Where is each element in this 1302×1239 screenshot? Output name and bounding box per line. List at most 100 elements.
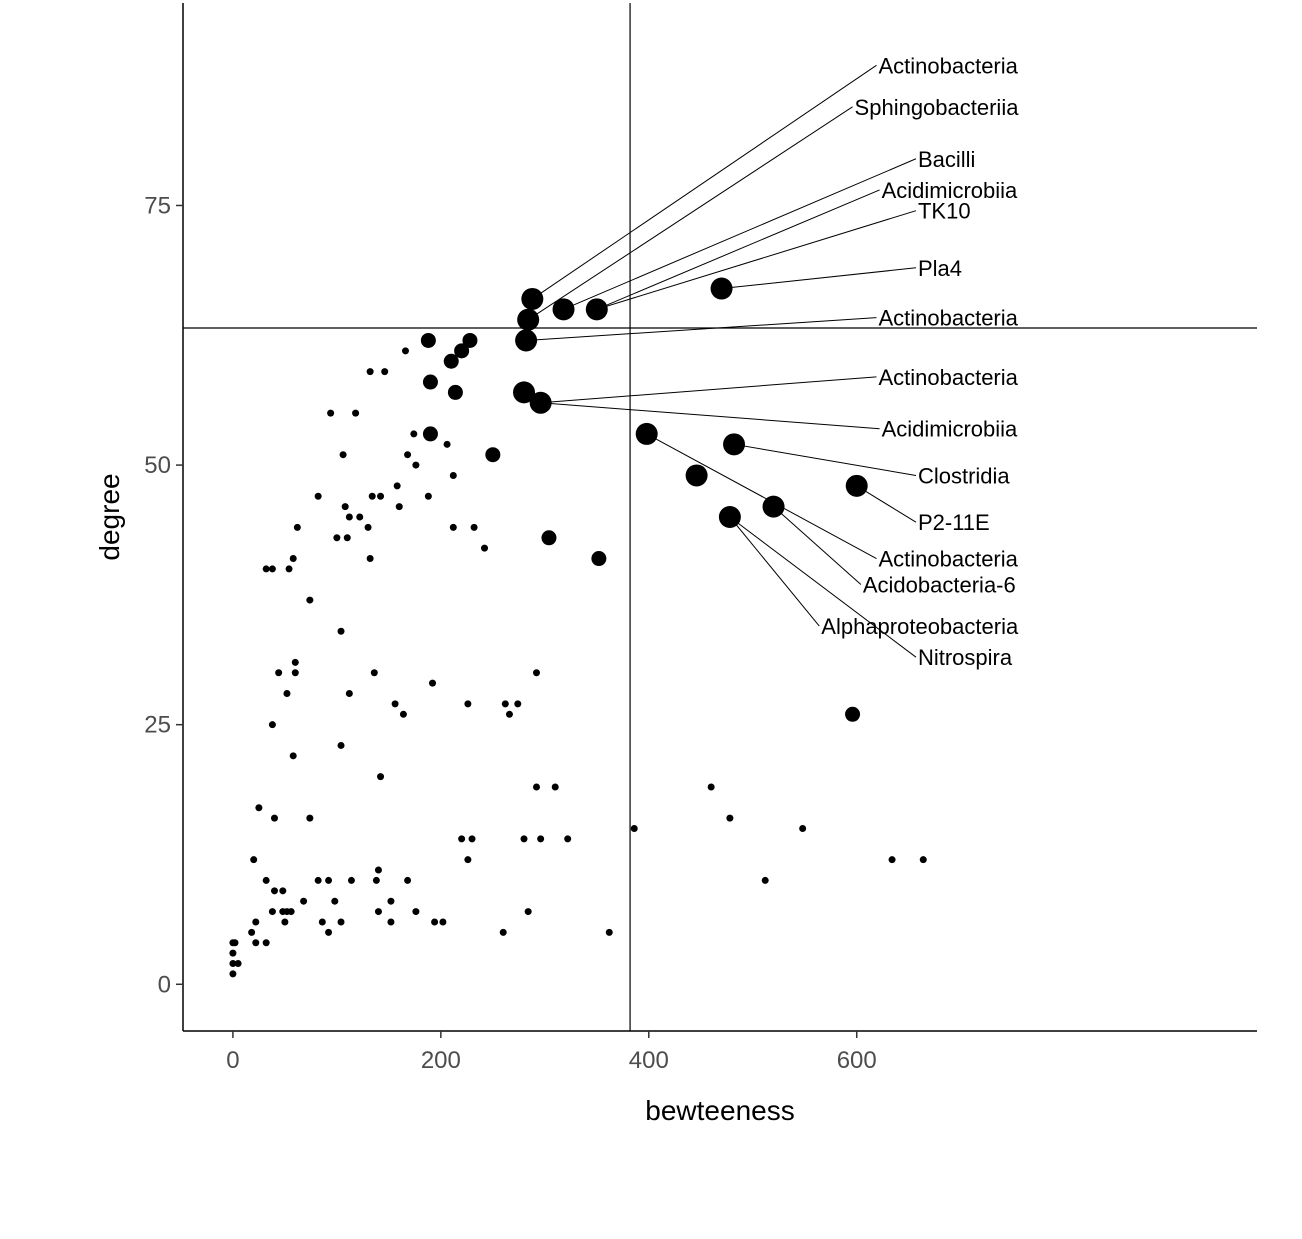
label-leader-line [729,516,917,658]
data-point-small [449,471,457,479]
data-point-small [395,503,403,511]
data-point-small [327,409,335,417]
point-label: Acidobacteria-6 [863,572,1016,597]
y-axis-title: degree [94,473,125,560]
data-point-small [318,918,326,926]
data-point-medium [447,384,463,400]
data-point-small [262,939,270,947]
data-point-small [499,928,507,936]
data-point-small [514,700,522,708]
data-point-small [268,908,276,916]
x-tick-label: 600 [837,1047,877,1074]
label-leader-line [733,443,917,476]
data-point-small [250,856,258,864]
data-point-small [229,949,237,957]
data-point-small [424,492,432,500]
data-point-small [707,783,715,791]
data-point-medium [485,447,501,463]
data-point-small [551,783,559,791]
label-leader-lines [526,64,917,658]
label-leader-line [721,267,917,290]
data-point-small [399,710,407,718]
data-point-small [337,627,345,635]
data-point-medium [541,530,557,546]
data-point-small [404,451,412,459]
data-point-small [281,918,289,926]
data-point-small [270,814,278,822]
x-axis-title: bewteeness [645,1095,794,1126]
point-labels: Actinobacteria Sphingobacteriia Bacilli Aci… [821,53,1019,670]
point-label: Actinobacteria [878,53,1018,78]
data-point-small [520,835,528,843]
y-tick-label: 25 [144,712,171,739]
data-point-small [464,700,472,708]
data-point-small [374,866,382,874]
data-point-small [229,960,237,968]
data-point-large [718,506,741,528]
y-tick-label: 75 [144,192,171,219]
data-point-small [252,939,260,947]
data-point-small [333,534,341,542]
data-point-small [387,897,395,905]
data-point-small [372,876,380,884]
data-point-small [345,513,353,521]
data-point-small [331,897,339,905]
data-point-small [393,482,401,490]
point-label: Pla4 [918,256,962,281]
data-point-small [364,523,372,531]
data-point-small [458,835,466,843]
data-point-small [345,690,353,698]
data-point-small [356,513,364,521]
data-point-small [252,918,260,926]
data-point-small [300,897,308,905]
data-point-small [289,555,297,563]
data-point-small [537,835,545,843]
point-label: Actinobacteria [878,365,1018,390]
x-tick-label: 200 [421,1047,461,1074]
label-leader-line [526,317,877,341]
label-leader-line [563,158,917,310]
data-point-small [532,783,540,791]
data-point-small [306,596,314,604]
data-point-large [517,308,540,331]
data-point-medium [422,374,438,390]
data-point-small [268,721,276,729]
data-point-small [325,876,333,884]
data-point-small [306,814,314,822]
data-point-small [279,887,287,895]
data-point-small [464,856,472,864]
data-point-small [630,825,638,833]
data-point-small [255,804,263,812]
data-point-small [481,544,489,552]
data-point-large [521,287,544,310]
data-point-small [314,492,322,500]
label-leader-line [596,210,917,310]
label-leader-line [540,402,880,430]
y-tick-label: 50 [144,452,171,479]
data-point-small [366,368,374,376]
label-leader-line [532,64,877,300]
data-point-small [377,773,385,781]
data-point-small [412,908,420,916]
data-point-medium [454,343,470,359]
data-point-small [291,669,299,677]
data-point-small [325,928,333,936]
data-point-small [404,876,412,884]
data-point-large [762,495,785,518]
data-point-small [564,835,572,843]
data-point-small [287,908,295,916]
point-label: Acidimicrobiia [882,417,1018,442]
point-label: Bacilli [918,147,975,172]
data-point-small [888,856,896,864]
label-leader-line [729,516,820,627]
data-point-small [443,440,451,448]
data-point-large [515,329,538,352]
point-label: TK10 [918,199,971,224]
label-leader-line [646,433,877,559]
data-point-large [845,474,868,497]
data-point-small [501,700,509,708]
data-point-small [248,928,256,936]
data-point-small [410,430,418,438]
data-point-small [368,492,376,500]
